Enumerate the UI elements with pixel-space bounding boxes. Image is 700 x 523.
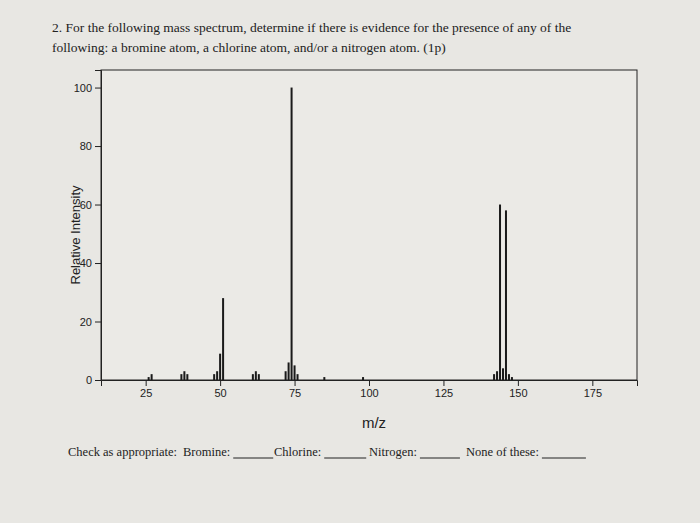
check-label: Chlorine: <box>274 445 321 459</box>
x-tick-label: 50 <box>214 387 226 399</box>
x-tick-mark <box>295 380 296 386</box>
peak <box>288 362 290 380</box>
chart: 2. For the following mass spectrum, dete… <box>0 0 700 523</box>
peak <box>285 371 287 380</box>
x-tick: 50 <box>214 380 226 399</box>
peak <box>294 365 296 380</box>
title-group: 2. For the following mass spectrum, dete… <box>52 20 571 55</box>
peak <box>496 371 498 380</box>
x-tick-label: 125 <box>435 387 453 399</box>
peak <box>505 210 507 380</box>
peak <box>180 374 182 380</box>
x-tick-label: 100 <box>360 387 378 399</box>
check-blank <box>324 458 366 459</box>
y-tick-mark <box>95 380 101 381</box>
x-tick: 100 <box>360 380 378 399</box>
check-label: Bromine: <box>183 445 230 459</box>
peak <box>502 368 504 380</box>
y-tick-mark <box>95 263 101 264</box>
x-tick: 25 <box>140 380 152 399</box>
peak <box>219 354 221 380</box>
peak <box>291 88 293 380</box>
title: 2. For the following mass spectrum, dete… <box>52 20 571 35</box>
x-tick: 75 <box>289 380 301 399</box>
peak <box>252 374 254 380</box>
peak <box>216 371 218 380</box>
y-tick-mark <box>95 88 101 89</box>
x-tick-mark <box>592 380 593 386</box>
peak <box>222 298 224 380</box>
peak <box>148 377 150 380</box>
peak <box>297 374 299 380</box>
y-tick: 100 <box>74 82 101 94</box>
x-tick-mark <box>146 380 147 386</box>
y-axis-title: Relative Intensity <box>68 185 83 284</box>
y-tick-label: 0 <box>86 374 92 386</box>
check-label: None of these: <box>466 445 539 459</box>
y-tick-mark <box>95 322 101 323</box>
peaks <box>148 88 513 380</box>
peak <box>183 371 185 380</box>
y-tick-label: 80 <box>80 140 92 152</box>
y-tick-mark <box>95 146 101 147</box>
y-tick: 20 <box>80 316 101 328</box>
peak <box>151 374 153 380</box>
x-axis: 25 50 75 100 125 150 175 <box>102 380 638 399</box>
peak <box>362 377 364 380</box>
y-tick: 80 <box>80 140 101 152</box>
x-axis-title: m/z <box>362 414 386 431</box>
peak <box>213 374 215 380</box>
peak <box>493 374 495 380</box>
check-label: Nitrogen: <box>369 445 417 459</box>
x-tick-label: 150 <box>509 387 527 399</box>
x-tick-mark <box>443 380 444 386</box>
check-blank <box>233 458 273 459</box>
plot-frame <box>101 70 637 380</box>
x-tick: 125 <box>435 380 453 399</box>
x-tick-mark <box>518 380 519 386</box>
check-blank <box>542 458 586 459</box>
y-tick-mark <box>95 205 101 206</box>
y-axis-line <box>95 71 102 381</box>
peak <box>255 371 257 380</box>
x-tick-label: 25 <box>140 387 152 399</box>
peak <box>511 377 513 380</box>
peak <box>508 374 510 380</box>
y-tick-label: 100 <box>74 82 92 94</box>
x-axis-line <box>102 381 638 387</box>
peak <box>258 374 260 380</box>
peak <box>323 377 325 380</box>
x-tick-mark <box>220 380 221 386</box>
check-blank <box>420 458 460 459</box>
x-tick-label: 75 <box>289 387 301 399</box>
x-tick-label: 175 <box>584 387 602 399</box>
peak <box>186 374 188 380</box>
title: following: a bromine atom, a chlorine at… <box>52 40 446 55</box>
x-tick: 150 <box>509 380 527 399</box>
peak <box>499 205 501 380</box>
check-label: Check as appropriate: <box>68 445 177 459</box>
y-tick-label: 20 <box>80 316 92 328</box>
checklist: Check as appropriate: Bromine: Chlorine: Ni… <box>68 445 586 459</box>
x-tick-mark <box>369 380 370 386</box>
y-tick: 0 <box>86 374 101 386</box>
x-tick: 175 <box>584 380 602 399</box>
